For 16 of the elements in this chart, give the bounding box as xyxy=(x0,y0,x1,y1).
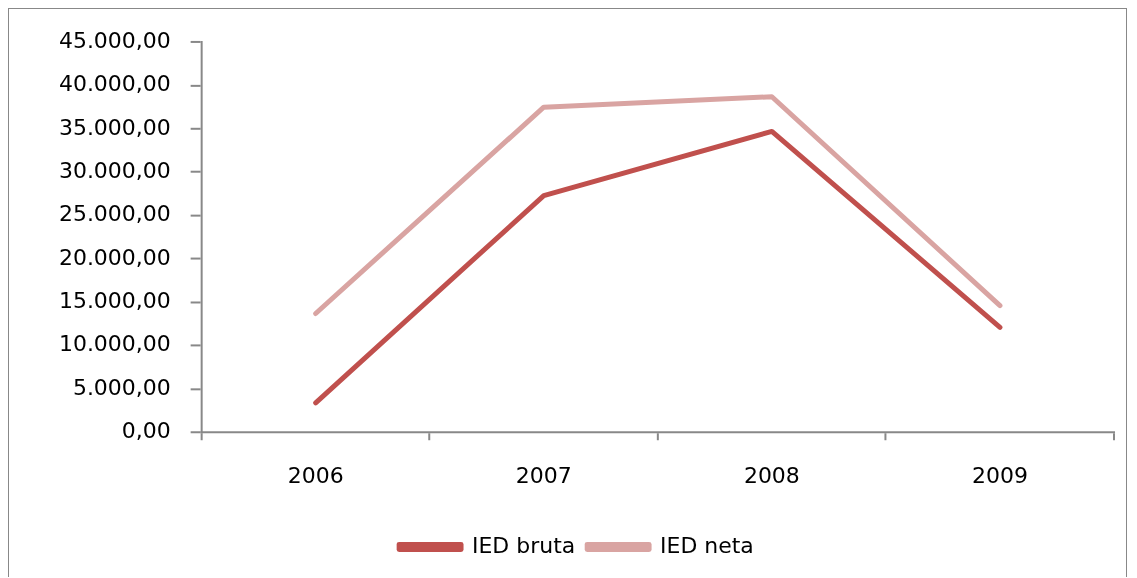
y-tick-label: 0,00 xyxy=(121,417,171,443)
y-tick-label: 45.000,00 xyxy=(58,27,171,53)
y-tick-label: 15.000,00 xyxy=(58,287,171,313)
legend-label: IED neta xyxy=(660,532,754,558)
y-tick-label: 5.000,00 xyxy=(72,374,171,400)
legend-label: IED bruta xyxy=(472,532,576,558)
y-tick-label: 20.000,00 xyxy=(58,244,171,270)
x-tick-label: 2006 xyxy=(287,463,344,489)
x-tick-label: 2008 xyxy=(743,463,800,489)
y-tick-label: 25.000,00 xyxy=(58,201,171,227)
y-tick-label: 10.000,00 xyxy=(58,331,171,357)
y-tick-label: 35.000,00 xyxy=(58,114,171,140)
y-tick-label: 40.000,00 xyxy=(58,71,171,97)
y-tick-label: 30.000,00 xyxy=(58,157,171,183)
x-tick-label: 2007 xyxy=(515,463,572,489)
x-tick-label: 2009 xyxy=(972,463,1028,489)
